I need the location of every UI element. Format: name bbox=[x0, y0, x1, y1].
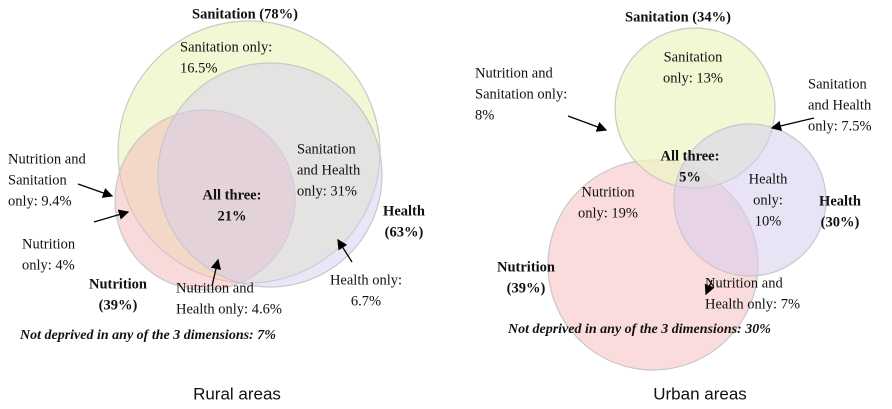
sanitation-health: only: 31% bbox=[297, 183, 357, 199]
arrow bbox=[704, 279, 715, 296]
all-three: 5% bbox=[679, 169, 701, 185]
footnote: Not deprived in any of the 3 dimensions:… bbox=[19, 328, 276, 343]
sanitation-only: Sanitation bbox=[664, 49, 724, 65]
nutrition-health: Nutrition and bbox=[705, 275, 783, 291]
nutrition-health: Health only: 4.6% bbox=[176, 301, 282, 317]
nutrition-only: only: 4% bbox=[22, 257, 75, 273]
nutrition-only: only: 19% bbox=[578, 205, 638, 221]
nutrition-sanitation: Nutrition and bbox=[8, 151, 86, 167]
health-only: only: bbox=[753, 192, 783, 208]
sanitation-only: 16.5% bbox=[180, 60, 217, 76]
nutrition-only: Nutrition bbox=[22, 236, 76, 252]
nutrition-health: Nutrition and bbox=[176, 280, 254, 296]
rural-venn bbox=[77, 20, 383, 291]
health-label: (63%) bbox=[385, 224, 424, 240]
health-only: 6.7% bbox=[351, 293, 381, 309]
health-only: 10% bbox=[755, 213, 782, 229]
sanitation-health: Sanitation bbox=[808, 76, 868, 92]
nutrition-sanitation: Sanitation only: bbox=[475, 86, 567, 102]
arrow bbox=[77, 183, 114, 198]
sanitation-health: and Health bbox=[808, 97, 872, 113]
arrow bbox=[93, 209, 130, 223]
sanitation-health: and Health bbox=[297, 162, 361, 178]
nutrition-label: Nutrition bbox=[497, 259, 555, 275]
nutrition-sanitation: Nutrition and bbox=[475, 65, 553, 81]
arrow bbox=[770, 117, 815, 131]
nutrition-health: Health only: 7% bbox=[705, 296, 800, 312]
sanitation-only: Sanitation only: bbox=[180, 39, 272, 55]
health-label: (30%) bbox=[821, 214, 860, 230]
nutrition-only: Nutrition bbox=[581, 184, 635, 200]
sanitation-label: Sanitation (34%) bbox=[625, 9, 731, 25]
panel-caption: Rural areas bbox=[193, 384, 281, 403]
arrow bbox=[567, 115, 608, 132]
arrow bbox=[210, 258, 222, 287]
health-circle bbox=[157, 62, 383, 288]
urban-venn bbox=[547, 27, 827, 371]
health-label: Health bbox=[383, 203, 425, 219]
health-label: Health bbox=[819, 193, 861, 209]
nutrition-label: (39%) bbox=[99, 297, 138, 313]
footnote: Not deprived in any of the 3 dimensions:… bbox=[507, 322, 771, 337]
all-three: All three: bbox=[661, 148, 720, 164]
nutrition-sanitation: Sanitation bbox=[8, 172, 68, 188]
sanitation-only: only: 13% bbox=[663, 70, 723, 86]
health-circle bbox=[673, 123, 827, 277]
nutrition-sanitation: 8% bbox=[475, 107, 494, 123]
nutrition-sanitation: only: 9.4% bbox=[8, 193, 72, 209]
nutrition-label: Nutrition bbox=[89, 276, 147, 292]
all-three: All three: bbox=[203, 187, 262, 203]
arrow bbox=[337, 238, 353, 263]
panel-caption: Urban areas bbox=[653, 384, 747, 403]
all-three: 21% bbox=[218, 208, 247, 224]
nutrition-label: (39%) bbox=[507, 280, 546, 296]
health-only: Health only: bbox=[330, 272, 402, 288]
sanitation-health: only: 7.5% bbox=[808, 118, 872, 134]
sanitation-label: Sanitation (78%) bbox=[192, 6, 298, 22]
health-only: Health bbox=[749, 171, 788, 187]
sanitation-health: Sanitation bbox=[297, 141, 357, 157]
